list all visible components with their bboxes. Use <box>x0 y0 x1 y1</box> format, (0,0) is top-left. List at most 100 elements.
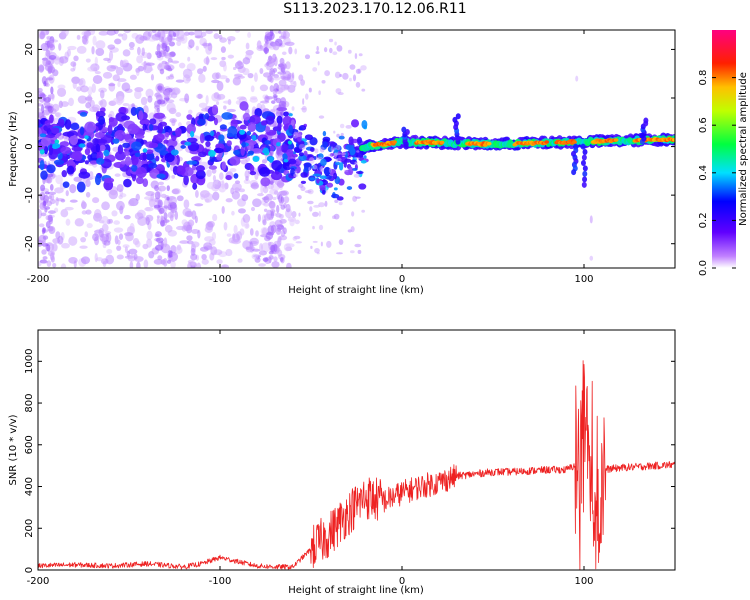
heatmap-cell <box>61 170 67 178</box>
heatmap-cell <box>269 68 276 77</box>
heatmap-cell <box>122 49 131 57</box>
heatmap-cell <box>185 77 191 82</box>
heatmap-cell <box>672 138 675 142</box>
heatmap-cell <box>261 227 268 236</box>
heatmap-cell <box>197 68 204 75</box>
heatmap-cell <box>265 31 271 37</box>
heatmap-cell <box>84 148 91 156</box>
heatmap-cell <box>164 54 172 59</box>
heatmap-cell <box>52 142 61 149</box>
heatmap-cell <box>149 118 157 125</box>
heatmap-cell <box>46 176 53 184</box>
heatmap-cell <box>103 240 111 246</box>
heatmap-cell <box>349 64 356 70</box>
heatmap-cell <box>219 124 227 130</box>
heatmap-cell <box>242 112 251 121</box>
heatmap-cell <box>354 161 359 165</box>
heatmap-cell <box>197 151 207 158</box>
heatmap-cell <box>247 122 257 133</box>
heatmap-cell <box>220 46 226 53</box>
heatmap-cell <box>211 231 217 241</box>
heatmap-cell <box>221 56 226 61</box>
heatmap-cell <box>131 141 142 151</box>
heatmap-cell <box>79 245 88 249</box>
heatmap-cell <box>264 46 268 55</box>
heatmap-cell <box>153 258 163 265</box>
heatmap-cell <box>211 104 219 115</box>
heatmap-cell <box>160 43 166 50</box>
heatmap-cell <box>352 167 358 171</box>
heatmap-cell <box>65 190 69 197</box>
colorbar-ticks: 0.0 0.2 0.4 0.6 0.8 <box>698 70 736 276</box>
heatmap-cell <box>325 187 328 194</box>
heatmap-cell <box>114 150 126 161</box>
heatmap-cell <box>113 220 120 225</box>
heatmap-cell <box>136 55 143 64</box>
heatmap-cell <box>298 143 306 150</box>
heatmap-cell <box>164 37 170 46</box>
heatmap-cell <box>280 85 291 91</box>
heatmap-cell <box>247 150 255 155</box>
heatmap-cell <box>231 210 235 216</box>
heatmap-cell <box>160 215 164 221</box>
heatmap-cell <box>60 101 69 107</box>
heatmap-cell <box>61 30 69 37</box>
heatmap-cell <box>142 151 147 161</box>
heatmap-cell <box>225 175 232 181</box>
heatmap-cell <box>108 218 113 224</box>
heatmap-cell <box>129 222 135 233</box>
heatmap-cell <box>57 235 64 245</box>
heatmap-cell <box>80 236 87 243</box>
heatmap-cell <box>46 164 56 174</box>
heatmap-cell <box>54 139 60 144</box>
heatmap-cell <box>218 134 225 142</box>
heatmap-cell <box>312 240 318 243</box>
heatmap-cell <box>355 68 361 74</box>
heatmap-cell <box>226 233 232 237</box>
heatmap-cell <box>328 38 334 43</box>
heatmap-cell <box>249 164 255 173</box>
heatmap-cell <box>49 252 55 261</box>
heatmap-cell <box>92 197 100 204</box>
heatmap-cell <box>232 66 237 71</box>
heatmap-cell <box>202 65 207 72</box>
heatmap-cell <box>184 141 192 146</box>
heatmap-cell <box>150 74 155 81</box>
x-tick-label: 100 <box>574 576 593 587</box>
heatmap-cell <box>55 174 63 185</box>
heatmap-cell <box>122 142 131 149</box>
heatmap-cell <box>276 142 281 147</box>
heatmap-cell <box>108 83 116 87</box>
heatmap-cell <box>168 41 176 47</box>
heatmap-cell <box>62 131 75 137</box>
heatmap-cell <box>103 57 111 62</box>
heatmap-cell <box>145 88 154 98</box>
heatmap-cell <box>142 148 148 153</box>
heatmap-cell <box>227 38 231 45</box>
heatmap-cell <box>91 45 95 55</box>
heatmap-cell <box>101 223 109 232</box>
heatmap-cell <box>347 49 352 54</box>
heatmap-cell <box>271 160 283 171</box>
heatmap-cell <box>338 135 345 140</box>
heatmap-cell <box>324 70 330 77</box>
heatmap-cell <box>582 149 588 156</box>
heatmap-cell <box>112 97 119 105</box>
heatmap-cell <box>125 232 134 242</box>
heatmap-cell <box>277 237 282 247</box>
heatmap-cell <box>57 87 67 97</box>
heatmap-cell <box>288 113 293 117</box>
heatmap-cell <box>239 129 246 135</box>
heatmap-cell <box>580 159 586 166</box>
heatmap-cell <box>163 237 168 248</box>
heatmap-cell <box>176 165 186 175</box>
heatmap-cell <box>46 77 54 81</box>
heatmap-cell <box>272 41 280 51</box>
heatmap-cell <box>51 127 60 134</box>
heatmap-cell <box>344 158 352 163</box>
heatmap-cell <box>47 191 57 196</box>
heatmap-cell <box>201 258 209 265</box>
heatmap-cell <box>48 55 57 60</box>
